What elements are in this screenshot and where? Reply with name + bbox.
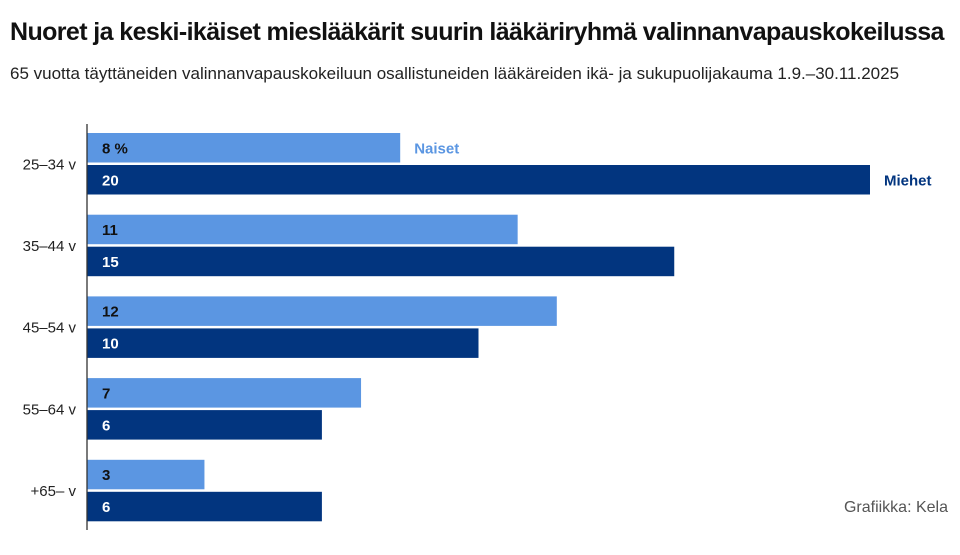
bar-miehet xyxy=(87,491,322,522)
chart-subtitle: 65 vuotta täyttäneiden valinnanvapauskok… xyxy=(10,64,900,83)
chart-title: Nuoret ja keski-ikäiset mieslääkärit suu… xyxy=(10,18,944,46)
data-label: 6 xyxy=(102,417,110,434)
series-label-naiset: Naiset xyxy=(414,140,459,157)
data-label: 12 xyxy=(102,304,119,321)
bar-miehet xyxy=(87,246,675,277)
bar-miehet xyxy=(87,165,870,195)
data-label: 7 xyxy=(102,385,110,402)
data-label: 6 xyxy=(102,499,110,516)
data-label: 20 xyxy=(102,172,119,189)
bar-naiset xyxy=(87,459,205,490)
data-label: 10 xyxy=(102,336,119,353)
data-label: 8 % xyxy=(102,140,128,157)
category-label: 45–54 v xyxy=(23,320,77,337)
bar-miehet xyxy=(87,328,479,358)
data-label: 15 xyxy=(102,254,119,271)
category-label: 35–44 v xyxy=(23,238,77,255)
bar-miehet xyxy=(87,410,322,440)
data-label: 11 xyxy=(102,222,118,239)
category-label: 55–64 v xyxy=(23,401,77,418)
category-label: +65– v xyxy=(31,483,77,500)
series-label-miehet: Miehet xyxy=(884,172,932,189)
data-label: 3 xyxy=(102,467,110,484)
bar-naiset xyxy=(87,378,362,408)
credit-text: Grafiikka: Kela xyxy=(843,499,948,516)
bar-naiset xyxy=(87,214,518,245)
category-label: 25–34 v xyxy=(23,156,77,173)
bar-naiset xyxy=(87,296,557,326)
bar-naiset xyxy=(87,133,401,163)
